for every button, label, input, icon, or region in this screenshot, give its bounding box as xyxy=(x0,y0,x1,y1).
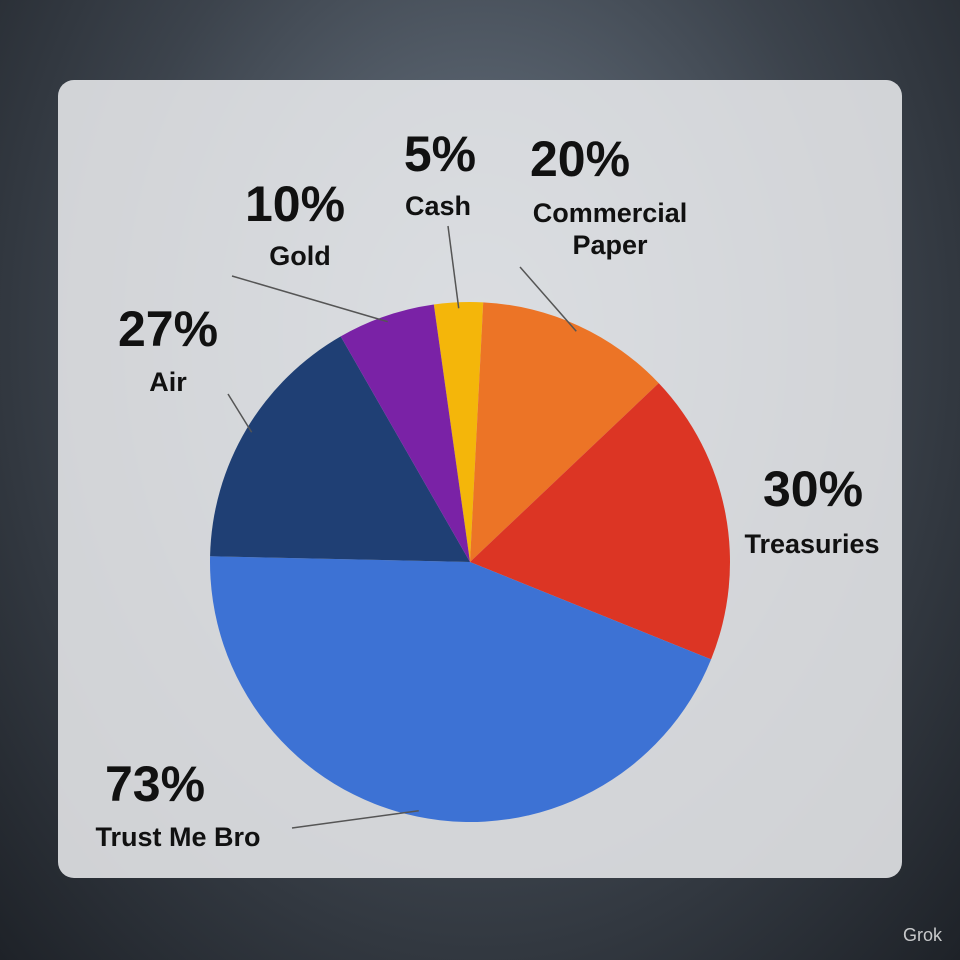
slice-name-label: Treasuries xyxy=(744,529,880,559)
slice-name-label: Commercial Paper xyxy=(532,198,688,260)
slice-percent-label: 20% xyxy=(529,131,631,187)
slice-percent-label: 73% xyxy=(104,756,206,812)
pie-slice xyxy=(470,302,659,562)
leader-line xyxy=(227,393,253,433)
watermark: Grok xyxy=(902,925,942,945)
slice-name-label: Trust Me Bro xyxy=(95,822,261,852)
leader-line xyxy=(447,225,460,309)
leader-line xyxy=(291,810,419,829)
slice-name-label: Air xyxy=(149,367,187,397)
slice-name-label: Gold xyxy=(269,241,331,271)
pie-slice xyxy=(209,556,712,822)
pie-slice xyxy=(210,336,470,562)
slice-name-label: Cash xyxy=(404,191,472,221)
slice-percent-label: 10% xyxy=(244,176,346,232)
pie-slice xyxy=(340,304,470,562)
leader-line xyxy=(231,275,388,323)
slice-percent-label: 30% xyxy=(762,461,864,517)
leader-line xyxy=(519,266,577,332)
pie-slice xyxy=(470,383,730,660)
pie-slice xyxy=(433,301,484,562)
slice-percent-label: 5% xyxy=(403,126,477,182)
slice-percent-label: 27% xyxy=(117,301,219,357)
